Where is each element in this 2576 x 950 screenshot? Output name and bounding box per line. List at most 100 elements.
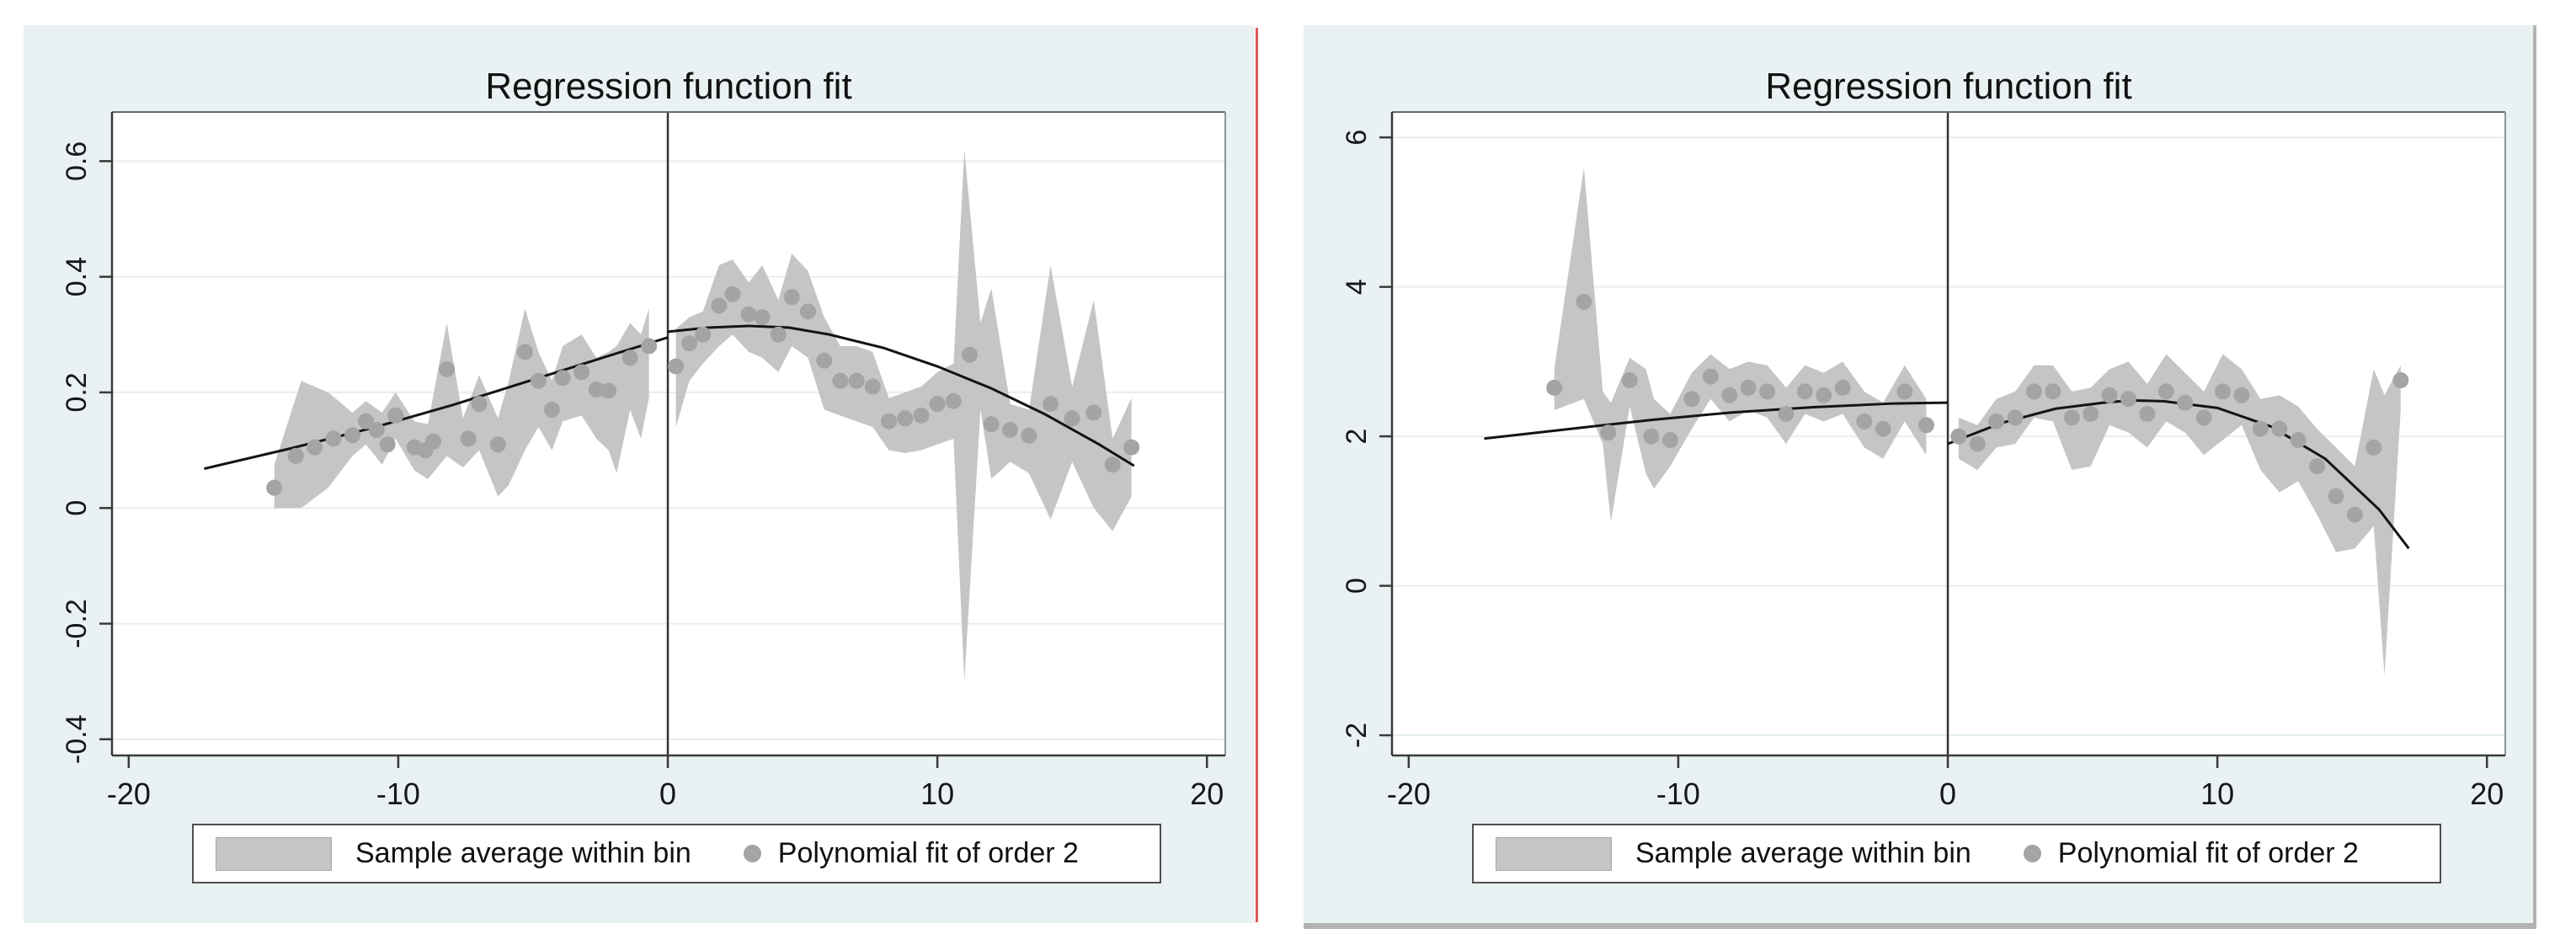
y-tick-label: 0.2 bbox=[61, 372, 93, 412]
bin-dot bbox=[358, 413, 375, 430]
bin-dot bbox=[754, 309, 771, 326]
bin-dot bbox=[344, 427, 361, 444]
band-legend-swatch bbox=[1496, 836, 1612, 871]
bin-dot bbox=[325, 430, 342, 447]
bin-dot bbox=[1988, 413, 2005, 430]
x-tick-label: 10 bbox=[2200, 777, 2234, 811]
x-tick-label: 0 bbox=[659, 777, 676, 811]
bin-dot bbox=[460, 430, 477, 447]
bin-dot bbox=[588, 381, 605, 398]
bin-dot bbox=[1816, 387, 1832, 403]
x-tick-label: -20 bbox=[107, 777, 151, 811]
bin-dot bbox=[1576, 293, 1592, 310]
bin-dot bbox=[641, 338, 658, 355]
bin-dot bbox=[913, 407, 930, 424]
x-tick-label: 10 bbox=[920, 777, 954, 811]
confidence-band-left bbox=[274, 308, 649, 509]
dot-legend-marker bbox=[743, 845, 761, 862]
bin-dot bbox=[799, 303, 816, 320]
bin-dot bbox=[2177, 394, 2194, 411]
bin-dot bbox=[1796, 383, 1813, 400]
bin-dot bbox=[2252, 420, 2269, 437]
x-tick-label: -10 bbox=[376, 777, 420, 811]
bin-dot bbox=[1896, 383, 1913, 400]
bin-dot bbox=[1875, 420, 1891, 437]
dot-legend-label: Polynomial fit of order 2 bbox=[777, 837, 1079, 869]
bin-dot bbox=[1950, 428, 1967, 445]
y-tick-label: 2 bbox=[1341, 429, 1373, 445]
legend-right: Sample average within bin Polynomial fit… bbox=[1472, 824, 2441, 883]
bin-dot bbox=[425, 433, 442, 450]
bin-dot bbox=[2120, 391, 2137, 408]
bin-dot bbox=[1661, 432, 1678, 449]
bin-dot bbox=[516, 344, 533, 360]
dot-legend-label: Polynomial fit of order 2 bbox=[2057, 837, 2359, 869]
bin-dot bbox=[489, 436, 506, 453]
bin-dot bbox=[2157, 383, 2174, 400]
bin-dot bbox=[2101, 387, 2118, 403]
bin-dot bbox=[2083, 405, 2099, 422]
bin-dot bbox=[864, 378, 881, 395]
chart-title-left: Regression function fit bbox=[485, 66, 852, 107]
confidence-band-right bbox=[1958, 354, 2401, 676]
bin-dot bbox=[770, 326, 787, 343]
bin-dot bbox=[1721, 387, 1738, 403]
y-tick-label: -0.4 bbox=[61, 714, 93, 764]
bin-dot bbox=[554, 370, 571, 387]
bin-dot bbox=[1643, 428, 1660, 445]
band-legend-swatch bbox=[216, 836, 332, 871]
bin-dot bbox=[2195, 409, 2212, 426]
x-tick-label: -20 bbox=[1387, 777, 1431, 811]
y-tick-label: 0.4 bbox=[61, 257, 93, 296]
bin-dot bbox=[1702, 368, 1719, 385]
bin-dot bbox=[695, 326, 712, 343]
bin-dot bbox=[573, 364, 590, 381]
bin-dot bbox=[783, 289, 800, 306]
bin-dot bbox=[2290, 432, 2307, 449]
x-tick-label: 20 bbox=[1190, 777, 1224, 811]
bin-dot bbox=[1856, 413, 1873, 430]
bin-dot bbox=[740, 306, 757, 323]
bin-dot bbox=[530, 372, 547, 389]
bin-dot bbox=[2007, 409, 2024, 426]
dot-legend-marker bbox=[2023, 845, 2041, 862]
bin-dot bbox=[1917, 417, 1934, 434]
x-tick-label: 20 bbox=[2470, 777, 2504, 811]
plot-canvas-left: 0.6 0.4 0.2 0 -0.2 -0.4 -20 -10 0 10 20 bbox=[61, 111, 1226, 811]
x-tick-label: 0 bbox=[1939, 777, 1956, 811]
bin-dot bbox=[1740, 379, 1757, 396]
bin-dot bbox=[1064, 410, 1080, 427]
bin-dot bbox=[2025, 383, 2042, 400]
bin-dot bbox=[471, 396, 488, 413]
bin-dot bbox=[1683, 391, 1700, 408]
bin-dot bbox=[668, 358, 685, 375]
bin-dot bbox=[2233, 387, 2250, 403]
bin-dot bbox=[2328, 488, 2344, 504]
bin-dot bbox=[983, 416, 1000, 433]
bin-dot bbox=[681, 335, 698, 352]
bin-dot bbox=[2271, 420, 2288, 437]
bin-dot bbox=[287, 447, 304, 464]
chart-title-right: Regression function fit bbox=[1765, 66, 2132, 107]
bin-dot bbox=[962, 346, 979, 363]
fit-line-left bbox=[204, 336, 669, 470]
bin-dot bbox=[1002, 422, 1019, 439]
bin-dot bbox=[945, 392, 962, 409]
fit-line-left bbox=[1484, 401, 1949, 440]
bin-dot bbox=[439, 360, 456, 377]
bin-dot bbox=[1621, 372, 1638, 389]
bin-dot bbox=[2139, 405, 2156, 422]
y-tick-label: 0.6 bbox=[61, 141, 93, 181]
bin-dot bbox=[1778, 405, 1795, 422]
bin-dot bbox=[1759, 383, 1776, 400]
y-tick-label: 0 bbox=[1341, 578, 1373, 594]
legend-left: Sample average within bin Polynomial fit… bbox=[192, 824, 1161, 883]
bin-dot bbox=[724, 286, 741, 302]
bin-dot bbox=[1600, 424, 1617, 441]
bin-dot bbox=[307, 439, 323, 456]
bin-dot bbox=[1021, 427, 1037, 444]
fit-line-right bbox=[667, 324, 1135, 467]
bin-dot bbox=[897, 410, 914, 427]
